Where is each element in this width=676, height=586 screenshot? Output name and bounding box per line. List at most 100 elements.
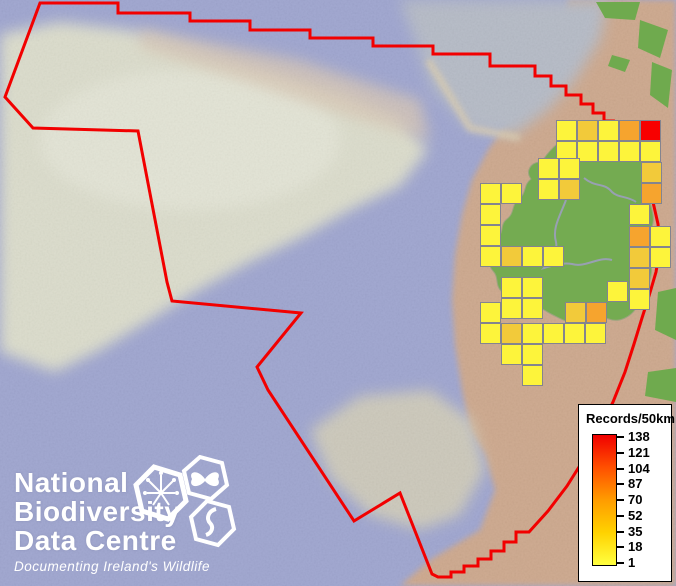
grid-cell[interactable] (538, 158, 559, 179)
grid-cell[interactable] (480, 323, 501, 344)
grid-cell[interactable] (501, 298, 522, 319)
grid-cell[interactable] (629, 268, 650, 289)
tick-label: 104 (628, 460, 650, 476)
logo-hexagons (133, 455, 237, 548)
tick-mark (617, 467, 624, 470)
tick-label: 121 (628, 444, 650, 460)
legend-color-ramp (592, 434, 617, 566)
grid-cell[interactable] (501, 183, 522, 204)
grid-cell[interactable] (577, 141, 598, 162)
scotland-land (596, 2, 640, 20)
boundary-line (3, 1, 662, 579)
grid-cell[interactable] (501, 277, 522, 298)
grid-cell[interactable] (607, 281, 628, 302)
grid-cell[interactable] (598, 141, 619, 162)
logo-line2: Biodiversity (14, 496, 181, 527)
dandelion-icon (143, 471, 179, 506)
grid-cell[interactable] (577, 120, 598, 141)
tick-mark (617, 514, 624, 517)
grid-cell[interactable] (564, 323, 585, 344)
legend-tick: 35 (617, 523, 669, 539)
butterfly-hexagon-icon (181, 455, 230, 502)
seahorse-hexagon-icon (188, 498, 237, 548)
grid-cell[interactable] (619, 141, 640, 162)
tick-mark (617, 436, 624, 438)
grid-cell[interactable] (619, 120, 640, 141)
islay-island (608, 55, 630, 72)
grid-cell[interactable] (640, 120, 661, 141)
grid-cell[interactable] (629, 226, 650, 247)
dandelion-hexagon-icon (133, 464, 189, 522)
grid-cell[interactable] (480, 302, 501, 323)
grid-cell[interactable] (501, 344, 522, 365)
grid-cell[interactable] (641, 162, 662, 183)
legend-tick: 138 (617, 430, 669, 444)
grid-cell[interactable] (522, 298, 543, 319)
logo-line1: National (14, 467, 129, 498)
grid-cell[interactable] (640, 141, 661, 162)
tick-label: 1 (628, 555, 636, 570)
tick-mark (617, 499, 624, 501)
grid-cell[interactable] (629, 247, 650, 268)
grid-cell[interactable] (543, 246, 564, 267)
tick-mark (617, 562, 624, 564)
scotland-land (638, 20, 668, 58)
grid-cell[interactable] (480, 183, 501, 204)
grid-cell[interactable] (650, 226, 671, 247)
grid-cell[interactable] (559, 158, 580, 179)
tick-label: 138 (628, 429, 650, 444)
grid-cell[interactable] (585, 323, 606, 344)
tick-label: 70 (628, 492, 643, 507)
grid-cell[interactable] (629, 289, 650, 310)
tick-label: 35 (628, 523, 643, 539)
seahorse-icon (205, 507, 217, 537)
scotland-land (650, 62, 672, 108)
grid-cell[interactable] (522, 246, 543, 267)
tick-label: 87 (628, 476, 643, 492)
grid-cell[interactable] (598, 120, 619, 141)
grid-cell[interactable] (641, 183, 662, 204)
tick-mark (617, 483, 624, 486)
legend-tick: 87 (617, 477, 669, 491)
tick-label: 18 (628, 539, 643, 555)
tick-mark (617, 451, 624, 454)
grid-cell[interactable] (501, 246, 522, 267)
grid-cell[interactable] (559, 179, 580, 200)
grid-cell[interactable] (650, 247, 671, 268)
butterfly-icon (191, 472, 219, 487)
grid-cell[interactable] (522, 365, 543, 386)
grid-cell[interactable] (480, 225, 501, 246)
grid-cell[interactable] (480, 204, 501, 225)
legend-box: Records/50km 138 121 104 87 70 52 35 18 1 (578, 404, 675, 582)
britain-land (645, 368, 676, 402)
grid-cell[interactable] (522, 323, 543, 344)
nbdc-logo: National Biodiversity Data Centre Docume… (14, 468, 210, 574)
grid-cell[interactable] (556, 120, 577, 141)
legend-tick: 70 (617, 493, 669, 507)
grid-cell[interactable] (629, 204, 650, 225)
legend-tick: 52 (617, 507, 669, 523)
grid-cell[interactable] (565, 302, 586, 323)
tick-mark (617, 546, 624, 549)
grid-cell[interactable] (538, 179, 559, 200)
legend-tick: 104 (617, 460, 669, 476)
grid-cell[interactable] (586, 302, 607, 323)
legend-ticks: 138 121 104 87 70 52 35 18 1 (617, 430, 669, 570)
grid-cell[interactable] (501, 323, 522, 344)
tick-mark (617, 530, 624, 533)
grid-cell[interactable] (522, 277, 543, 298)
legend-title: Records/50km (586, 411, 675, 426)
grid-cell[interactable] (522, 344, 543, 365)
legend-tick: 18 (617, 540, 669, 554)
legend-tick: 1 (617, 556, 669, 570)
ni-border-line (583, 177, 637, 203)
logo-tagline: Documenting Ireland's Wildlife (14, 559, 211, 574)
grid-cell[interactable] (480, 246, 501, 267)
grid-cell[interactable] (543, 323, 564, 344)
tick-label: 52 (628, 507, 643, 523)
river-line (540, 199, 613, 270)
logo-line3: Data Centre (14, 525, 177, 556)
